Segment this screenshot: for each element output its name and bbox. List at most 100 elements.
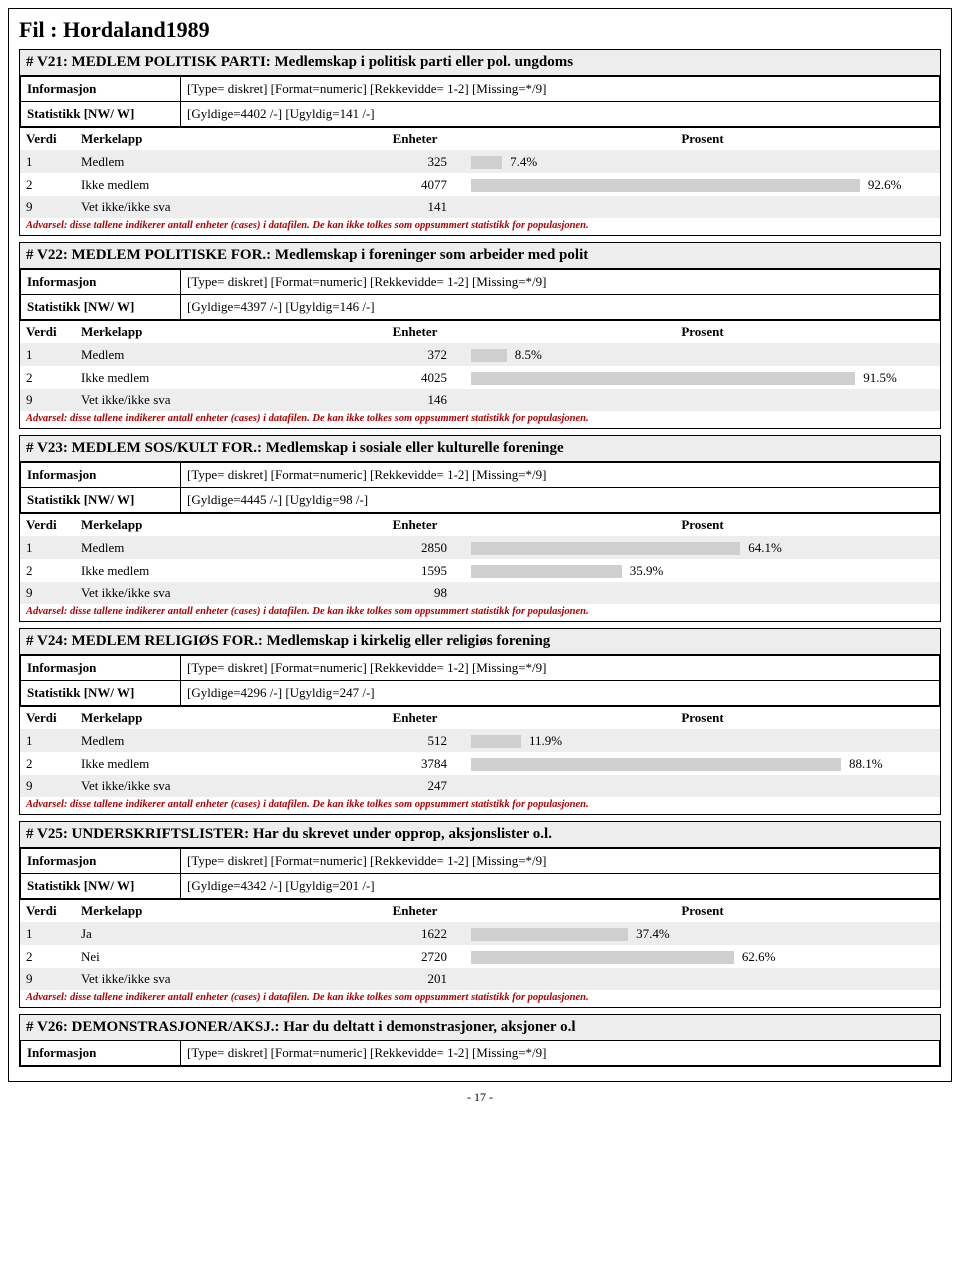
cell-prosent: 64.1% [465, 536, 940, 559]
cell-merkelapp: Ikke medlem [75, 752, 365, 775]
stat-value: [Gyldige=4296 /-] [Ugyldig=247 /-] [181, 681, 940, 706]
info-label: Informasjon [21, 270, 181, 295]
cell-merkelapp: Ikke medlem [75, 559, 365, 582]
percent-bar [471, 372, 855, 385]
warning-text: Advarsel: disse tallene indikerer antall… [20, 218, 940, 235]
cell-verdi: 1 [20, 536, 75, 559]
column-header: Enheter [365, 321, 465, 344]
cell-merkelapp: Ja [75, 922, 365, 945]
column-header: Enheter [365, 128, 465, 151]
value-table: VerdiMerkelappEnheterProsent1Ja162237.4%… [20, 899, 940, 990]
table-row: 1Medlem3728.5% [20, 343, 940, 366]
column-header: Verdi [20, 514, 75, 537]
table-row: 9Vet ikke/ikke sva141 [20, 196, 940, 218]
column-header: Merkelapp [75, 128, 365, 151]
cell-verdi: 2 [20, 752, 75, 775]
table-row: 2Nei272062.6% [20, 945, 940, 968]
percent-bar [471, 735, 521, 748]
info-value: [Type= diskret] [Format=numeric] [Rekkev… [181, 463, 940, 488]
warning-text: Advarsel: disse tallene indikerer antall… [20, 411, 940, 428]
percent-bar [471, 542, 740, 555]
cell-verdi: 2 [20, 366, 75, 389]
variable-title: # V26: DEMONSTRASJONER/AKSJ.: Har du del… [20, 1015, 940, 1040]
stat-label: Statistikk [NW/ W] [21, 874, 181, 899]
info-label: Informasjon [21, 463, 181, 488]
warning-text: Advarsel: disse tallene indikerer antall… [20, 990, 940, 1007]
cell-prosent: 11.9% [465, 729, 940, 752]
page-number: - 17 - [8, 1090, 952, 1105]
table-row: 2Ikke medlem1595 35.9% [20, 559, 940, 582]
cell-prosent [465, 196, 940, 218]
file-title: Fil : Hordaland1989 [19, 17, 941, 43]
variables-container: # V21: MEDLEM POLITISK PARTI: Medlemskap… [19, 49, 941, 1067]
info-label: Informasjon [21, 1041, 181, 1066]
table-row: 1Medlem285064.1% [20, 536, 940, 559]
cell-merkelapp: Ikke medlem [75, 366, 365, 389]
column-header: Prosent [465, 900, 940, 923]
table-row: 2Ikke medlem402591.5% [20, 366, 940, 389]
percent-label: 35.9% [630, 563, 664, 578]
value-table: VerdiMerkelappEnheterProsent1Medlem51211… [20, 706, 940, 797]
stat-label: Statistikk [NW/ W] [21, 295, 181, 320]
cell-enheter: 247 [365, 775, 465, 797]
cell-prosent: 7.4% [465, 150, 940, 173]
variable-block: # V21: MEDLEM POLITISK PARTI: Medlemskap… [19, 49, 941, 236]
info-value: [Type= diskret] [Format=numeric] [Rekkev… [181, 656, 940, 681]
column-header: Prosent [465, 514, 940, 537]
column-header: Enheter [365, 514, 465, 537]
info-table: Informasjon[Type= diskret] [Format=numer… [20, 269, 940, 320]
stat-value: [Gyldige=4397 /-] [Ugyldig=146 /-] [181, 295, 940, 320]
table-row: 9Vet ikke/ikke sva146 [20, 389, 940, 411]
column-header: Prosent [465, 321, 940, 344]
variable-title: # V21: MEDLEM POLITISK PARTI: Medlemskap… [20, 50, 940, 76]
variable-title: # V22: MEDLEM POLITISKE FOR.: Medlemskap… [20, 243, 940, 269]
percent-label: 92.6% [868, 177, 902, 192]
cell-merkelapp: Vet ikke/ikke sva [75, 582, 365, 604]
percent-label: 37.4% [636, 926, 670, 941]
cell-verdi: 2 [20, 173, 75, 196]
column-header: Enheter [365, 900, 465, 923]
cell-enheter: 325 [365, 150, 465, 173]
cell-enheter: 1595 [365, 559, 465, 582]
cell-enheter: 3784 [365, 752, 465, 775]
table-row: 9Vet ikke/ikke sva201 [20, 968, 940, 990]
cell-verdi: 2 [20, 559, 75, 582]
variable-block: # V26: DEMONSTRASJONER/AKSJ.: Har du del… [19, 1014, 941, 1067]
cell-enheter: 4077 [365, 173, 465, 196]
cell-verdi: 9 [20, 968, 75, 990]
percent-bar [471, 349, 507, 362]
info-value: [Type= diskret] [Format=numeric] [Rekkev… [181, 77, 940, 102]
value-table: VerdiMerkelappEnheterProsent1Medlem3257.… [20, 127, 940, 218]
info-value: [Type= diskret] [Format=numeric] [Rekkev… [181, 270, 940, 295]
cell-enheter: 1622 [365, 922, 465, 945]
column-header: Enheter [365, 707, 465, 730]
cell-merkelapp: Vet ikke/ikke sva [75, 968, 365, 990]
cell-prosent [465, 582, 940, 604]
stat-label: Statistikk [NW/ W] [21, 102, 181, 127]
page-outer: Fil : Hordaland1989 # V21: MEDLEM POLITI… [8, 8, 952, 1082]
table-row: 1Medlem3257.4% [20, 150, 940, 173]
variable-block: # V25: UNDERSKRIFTSLISTER: Har du skreve… [19, 821, 941, 1008]
column-header: Prosent [465, 128, 940, 151]
cell-prosent: 92.6% [465, 173, 940, 196]
percent-label: 62.6% [742, 949, 776, 964]
cell-verdi: 1 [20, 343, 75, 366]
cell-verdi: 1 [20, 922, 75, 945]
cell-prosent: 8.5% [465, 343, 940, 366]
cell-verdi: 9 [20, 775, 75, 797]
percent-bar [471, 928, 628, 941]
cell-merkelapp: Vet ikke/ikke sva [75, 389, 365, 411]
percent-label: 88.1% [849, 756, 883, 771]
cell-merkelapp: Medlem [75, 536, 365, 559]
info-table: Informasjon[Type= diskret] [Format=numer… [20, 848, 940, 899]
percent-bar [471, 156, 502, 169]
table-row: 9Vet ikke/ikke sva247 [20, 775, 940, 797]
percent-label: 7.4% [510, 154, 537, 169]
column-header: Verdi [20, 321, 75, 344]
cell-enheter: 512 [365, 729, 465, 752]
cell-verdi: 9 [20, 582, 75, 604]
cell-merkelapp: Medlem [75, 150, 365, 173]
value-table: VerdiMerkelappEnheterProsent1Medlem3728.… [20, 320, 940, 411]
cell-enheter: 98 [365, 582, 465, 604]
column-header: Merkelapp [75, 900, 365, 923]
